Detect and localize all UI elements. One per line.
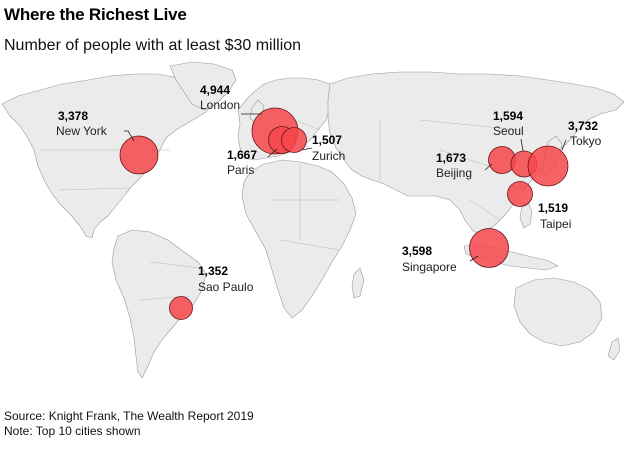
value-taipei: 1,519: [538, 201, 568, 215]
source-note: Source: Knight Frank, The Wealth Report …: [4, 409, 254, 423]
label-singapore: Singapore: [402, 260, 457, 274]
label-london: London: [200, 98, 240, 112]
city-labels: 3,378 New York 4,944 London 1,667 Paris …: [56, 83, 602, 294]
greenland: [169, 61, 237, 111]
land-masses: [1, 61, 625, 379]
leader-beijing: [484, 163, 493, 171]
label-zurich: Zurich: [312, 149, 345, 163]
city-bubbles: [119, 107, 569, 320]
bubble-tokyo: [527, 145, 569, 187]
label-tokyo: Tokyo: [570, 134, 602, 148]
australia: [513, 277, 603, 347]
label-taipei: Taipei: [540, 217, 571, 231]
label-beijing: Beijing: [436, 166, 472, 180]
leader-lines: [124, 113, 567, 262]
new-zealand: [607, 337, 621, 361]
leader-paris: [267, 148, 278, 158]
label-new-york: New York: [56, 124, 108, 138]
madagascar: [351, 267, 365, 299]
value-singapore: 3,598: [402, 244, 432, 258]
value-paris: 1,667: [227, 148, 257, 162]
bubble-sao-paulo: [169, 296, 193, 320]
value-zurich: 1,507: [312, 133, 342, 147]
bubble-zurich: [281, 127, 307, 153]
world-map: 3,378 New York 4,944 London 1,667 Paris …: [1, 61, 625, 379]
leader-zurich: [301, 147, 313, 151]
label-paris: Paris: [227, 163, 254, 177]
value-sao-paulo: 1,352: [198, 264, 228, 278]
value-new-york: 3,378: [58, 109, 88, 123]
africa: [241, 159, 357, 319]
chart-subtitle: Number of people with at least $30 milli…: [4, 37, 302, 54]
leader-tokyo: [561, 139, 567, 151]
leader-new-york: [124, 130, 135, 142]
asia: [327, 71, 625, 233]
label-sao-paulo: Sao Paulo: [198, 280, 254, 294]
leader-seoul: [520, 138, 524, 152]
value-tokyo: 3,732: [568, 119, 598, 133]
north-america: [1, 73, 213, 239]
bubble-singapore: [469, 228, 509, 268]
leader-singapore: [469, 255, 479, 262]
bubble-taipei: [507, 181, 533, 207]
footnote: Note: Top 10 cities shown: [4, 424, 141, 438]
chart-title: Where the Richest Live: [4, 5, 187, 24]
label-seoul: Seoul: [493, 124, 524, 138]
value-seoul: 1,594: [493, 109, 523, 123]
value-beijing: 1,673: [436, 151, 466, 165]
value-london: 4,944: [200, 83, 230, 97]
south-america: [111, 229, 207, 379]
bubble-new-york: [119, 135, 159, 175]
